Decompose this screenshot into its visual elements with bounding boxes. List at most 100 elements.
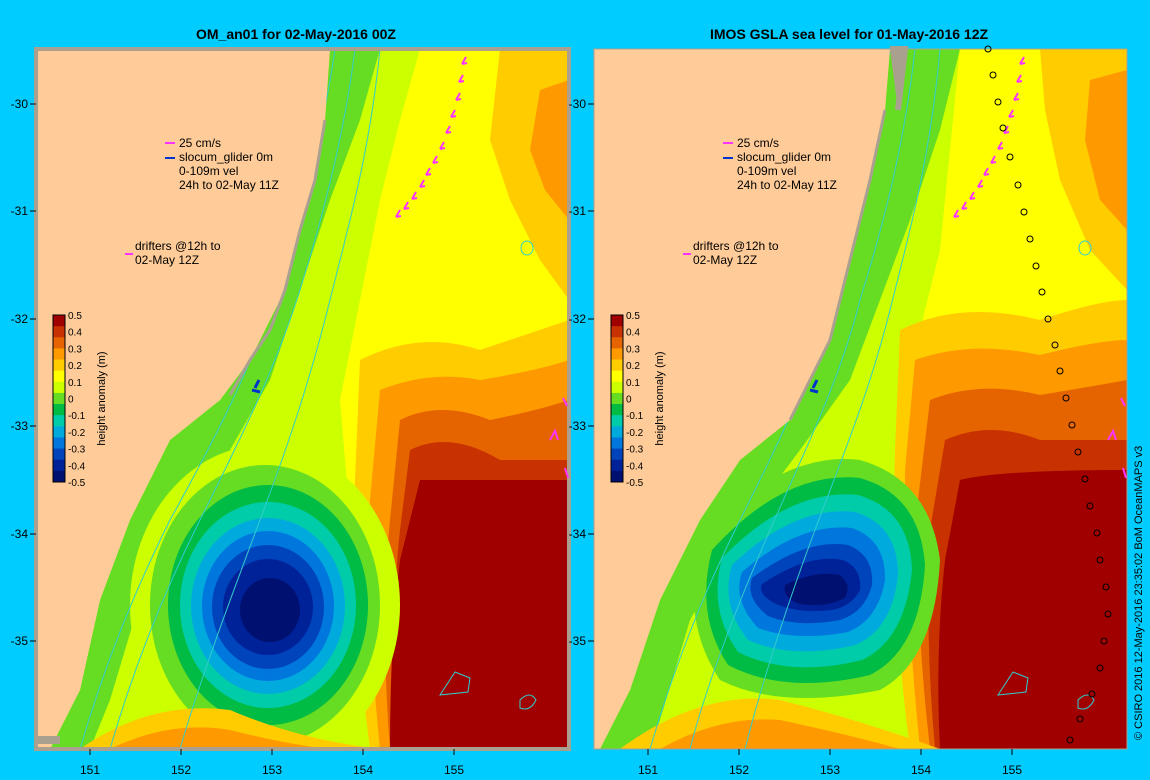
- track-marker: [1020, 208, 1028, 216]
- colorbar-swatch: [53, 470, 65, 483]
- right-drifter-legend: drifters @12h to 02-May 12Z: [683, 239, 779, 267]
- colorbar-swatch: [611, 426, 623, 438]
- velocity-arrow: [990, 155, 997, 164]
- y-tick-label: -31: [569, 204, 587, 218]
- colorbar-swatch: [611, 392, 623, 405]
- colorbar-swatch: [611, 470, 623, 483]
- left-drifter-legend: drifters @12h to 02-May 12Z: [125, 239, 221, 267]
- colorbar-swatch: [611, 404, 623, 416]
- colorbar-swatch: [53, 426, 65, 438]
- right-land: [594, 49, 890, 749]
- colorbar-swatch: [611, 348, 623, 361]
- velocity-arrow: [1008, 109, 1015, 118]
- y-tick-label: -35: [569, 634, 587, 648]
- right-glider-position: [809, 379, 819, 394]
- track-marker: [1066, 736, 1074, 744]
- track-marker: [994, 98, 1002, 106]
- colorbar-tick-label: -0.5: [626, 478, 644, 489]
- colorbar-label: height anomaly (m): [96, 351, 108, 445]
- colorbar-swatch: [611, 326, 623, 338]
- velocity-arrow: [977, 179, 984, 188]
- track-marker: [1104, 610, 1112, 618]
- colorbar-tick-label: 0: [68, 395, 74, 406]
- y-tick-label: -31: [11, 204, 29, 218]
- colorbar-tick-label: -0.4: [68, 461, 86, 472]
- velocity-arrow: [445, 125, 452, 134]
- y-tick-label: -32: [569, 312, 587, 326]
- velocity-arrow: [458, 74, 465, 83]
- track-marker: [1026, 235, 1034, 243]
- right-legend-line-2: slocum_glider 0m: [737, 150, 831, 164]
- x-tick-label: 151: [638, 763, 658, 777]
- left-legend-line-3: 0-109m vel: [179, 164, 238, 178]
- colorbar-swatch: [611, 381, 623, 394]
- velocity-arrow: [961, 201, 968, 210]
- colorbar-tick-label: 0.2: [626, 361, 640, 372]
- track-marker: [1014, 181, 1022, 189]
- right-vector-legend: 25 cm/s slocum_glider 0m 0-109m vel 24h …: [723, 136, 837, 192]
- left-axes: 151 152 153 154 155 -30 -31 -32 -33 -34 -35: [11, 97, 465, 777]
- colorbar-swatch: [611, 448, 623, 461]
- velocity-arrow: [411, 191, 418, 200]
- left-legend-line-1: 25 cm/s: [179, 136, 221, 150]
- x-tick-label: 154: [353, 763, 373, 777]
- x-tick-label: 151: [80, 763, 100, 777]
- colorbar-swatch: [53, 348, 65, 361]
- x-tick-label: 155: [1002, 763, 1022, 777]
- velocity-arrow: [969, 191, 976, 200]
- track-marker: [1096, 556, 1104, 564]
- velocity-arrow: [1016, 74, 1023, 83]
- velocity-arrow: [455, 92, 462, 101]
- x-tick-label: 155: [444, 763, 464, 777]
- right-map-frame: [593, 48, 1128, 750]
- track-marker: [1051, 341, 1059, 349]
- left-edge-vectors: [549, 397, 569, 479]
- y-tick-label: -34: [11, 527, 29, 541]
- velocity-arrow: [1019, 56, 1026, 65]
- right-map-area: 25 cm/s slocum_glider 0m 0-109m vel 24h …: [593, 45, 1128, 750]
- right-legend-line-4: 24h to 02-May 11Z: [737, 178, 837, 192]
- colorbar-tick-label: -0.2: [626, 428, 644, 439]
- velocity-arrow: [997, 141, 1004, 150]
- colorbar-swatch: [53, 404, 65, 416]
- left-panel-title: OM_an01 for 02-May-2016 00Z: [196, 26, 396, 42]
- colorbar-swatch: [611, 459, 623, 472]
- right-edge-vectors: [1107, 397, 1127, 479]
- track-marker: [999, 124, 1007, 132]
- y-tick-label: -34: [569, 527, 587, 541]
- colorbar-tick-label: -0.1: [626, 411, 644, 422]
- right-glider-track: [984, 45, 1112, 744]
- credit-text: © CSIRO 2016 12-May-2016 23:35:02 BoM Oc…: [1133, 445, 1145, 740]
- colorbar-tick-label: 0.4: [626, 328, 640, 339]
- colorbar-swatch: [53, 392, 65, 405]
- colorbar-swatch: [611, 370, 623, 383]
- colorbar-tick-label: -0.4: [626, 461, 644, 472]
- colorbar-tick-label: -0.3: [68, 445, 86, 456]
- colorbar-tick-label: -0.2: [68, 428, 86, 439]
- colorbar-swatch: [53, 337, 65, 349]
- colorbar-swatch: [611, 337, 623, 349]
- velocity-arrow: [983, 167, 990, 176]
- colorbar-tick-label: 0.5: [68, 311, 82, 322]
- velocity-arrow: [439, 141, 446, 150]
- track-marker: [1038, 288, 1046, 296]
- track-marker: [1081, 475, 1089, 483]
- colorbar-tick-label: -0.5: [68, 478, 86, 489]
- colorbar-tick-label: 0.1: [626, 378, 640, 389]
- colorbar-swatch: [611, 415, 623, 427]
- y-tick-label: -35: [11, 634, 29, 648]
- right-glider-vectors: [953, 56, 1026, 218]
- colorbar-tick-label: 0.4: [68, 328, 82, 339]
- colorbar-swatch: [53, 448, 65, 461]
- velocity-arrow: [461, 56, 468, 65]
- left-colorbar: 0.5 0.4 0.3 0.2 0.1 0 -0.1 -0.2 -0.3 -0.4 -0.5 heig…: [52, 311, 108, 489]
- track-marker: [1086, 502, 1094, 510]
- velocity-arrow: [953, 209, 960, 218]
- colorbar-swatch: [53, 459, 65, 472]
- right-ocean-field: [600, 49, 1127, 749]
- left-drifter-line-2: 02-May 12Z: [135, 253, 199, 267]
- right-panel-title: IMOS GSLA sea level for 01-May-2016 12Z: [710, 26, 989, 42]
- left-map-area: 25 cm/s slocum_glider 0m 0-109m vel 24h …: [34, 47, 571, 751]
- colorbar-tick-label: -0.3: [626, 445, 644, 456]
